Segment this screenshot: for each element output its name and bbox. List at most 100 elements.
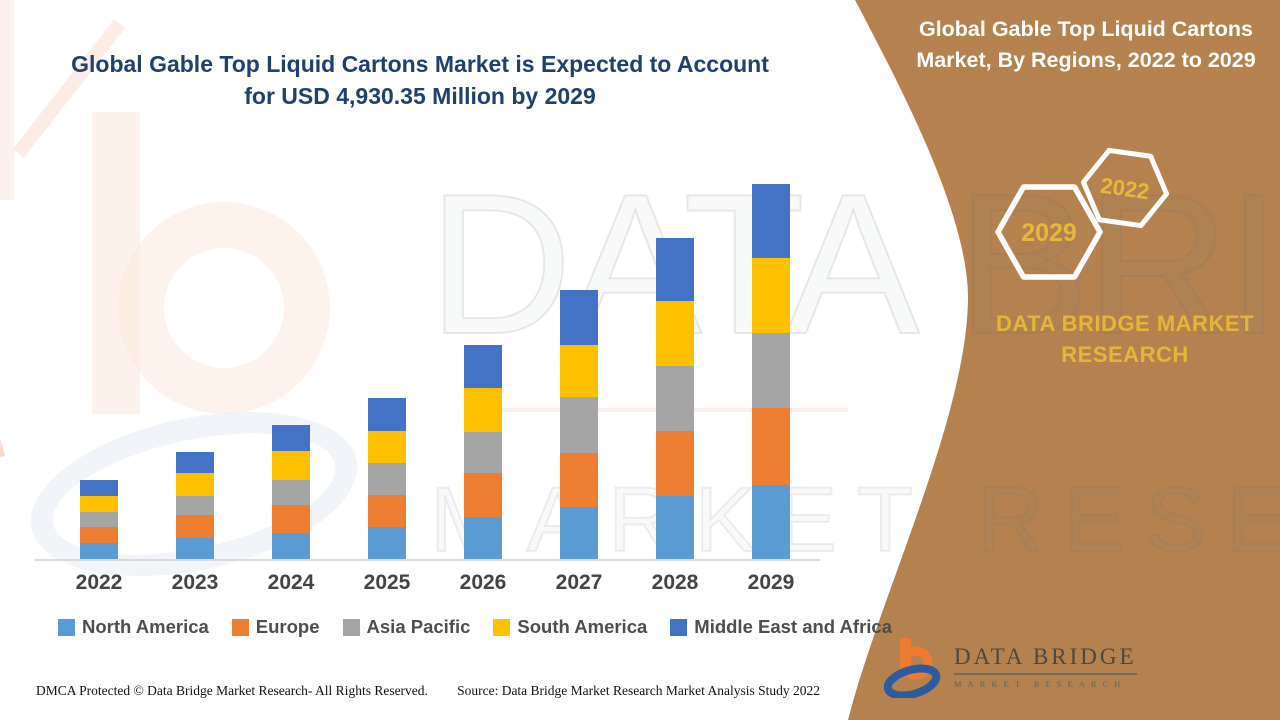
- bar-segment-2026-south-america: [464, 388, 502, 432]
- bar-segment-2027-south-america: [560, 345, 598, 397]
- bar-segment-2029-middle-east-and-africa: [752, 184, 790, 258]
- legend-label: South America: [517, 616, 648, 637]
- x-axis-label-2028: 2028: [651, 571, 699, 594]
- legend-swatch-icon: [493, 618, 511, 636]
- x-axis-label-2025: 2025: [363, 571, 411, 594]
- company-logo: DATA BRIDGE MARKET RESEARCH: [884, 636, 1137, 698]
- bar-segment-2024-europe: [272, 505, 310, 533]
- legend-label: Middle East and Africa: [694, 616, 892, 637]
- x-axis-label-2022: 2022: [75, 571, 123, 594]
- bar-segment-2028-asia-pacific: [656, 366, 694, 431]
- bar-segment-2024-middle-east-and-africa: [272, 425, 310, 451]
- bar-segment-2026-north-america: [464, 517, 502, 559]
- hexagon-2022-label: 2022: [1099, 173, 1151, 205]
- bar-segment-2029-south-america: [752, 258, 790, 333]
- x-axis-label-2029: 2029: [747, 571, 795, 594]
- logo-text: DATA BRIDGE MARKET RESEARCH: [954, 636, 1137, 689]
- bar-segment-2026-middle-east-and-africa: [464, 345, 502, 388]
- bar-segment-2029-asia-pacific: [752, 333, 790, 408]
- bar-segment-2023-europe: [176, 515, 214, 538]
- legend-item-middle-east-and-africa: Middle East and Africa: [670, 616, 892, 638]
- bar-segment-2028-europe: [656, 431, 694, 496]
- bar-column-2027: [531, 170, 627, 559]
- logo-emblem-icon: [884, 638, 941, 698]
- bar-segment-2022-asia-pacific: [80, 512, 118, 527]
- bar-segment-2022-europe: [80, 527, 118, 543]
- bar-segment-2024-north-america: [272, 533, 310, 559]
- bar-segment-2025-north-america: [368, 527, 406, 559]
- logo-name: DATA BRIDGE: [954, 644, 1137, 675]
- bar-segment-2024-asia-pacific: [272, 480, 310, 505]
- bar-segment-2027-asia-pacific: [560, 397, 598, 453]
- side-panel-title-line2: Market, By Regions, 2022 to 2029: [916, 48, 1256, 72]
- bar-segment-2025-middle-east-and-africa: [368, 398, 406, 431]
- bar-stack-2026: [464, 345, 502, 559]
- bar-segment-2026-asia-pacific: [464, 432, 502, 473]
- hexagon-2029-label: 2029: [1021, 219, 1077, 247]
- legend-item-north-america: North America: [58, 616, 209, 638]
- x-axis-labels: 2022 2023 2024 2025 2026 2027 2028 2029: [51, 571, 819, 595]
- hexagon-badges: 2029 2022: [995, 148, 1170, 280]
- bar-segment-2025-asia-pacific: [368, 463, 406, 495]
- bar-stack-2023: [176, 452, 214, 559]
- bar-column-2024: [243, 170, 339, 559]
- bar-segment-2022-north-america: [80, 543, 118, 559]
- bar-column-2029: [723, 170, 819, 559]
- bar-segment-2028-south-america: [656, 301, 694, 366]
- chart-title-line1: Global Gable Top Liquid Cartons Market i…: [71, 51, 769, 77]
- legend-swatch-icon: [342, 618, 360, 636]
- bar-segment-2029-north-america: [752, 485, 790, 559]
- legend-item-asia-pacific: Asia Pacific: [342, 616, 471, 638]
- chart-legend: North America Europe Asia Pacific South Ame…: [58, 616, 892, 638]
- brand-text-line1: DATA BRIDGE MARKET: [996, 311, 1254, 336]
- legend-swatch-icon: [58, 618, 75, 636]
- bar-segment-2025-europe: [368, 495, 406, 527]
- x-axis-label-2023: 2023: [171, 571, 219, 594]
- x-axis-label-2027: 2027: [555, 571, 603, 594]
- bar-segment-2023-middle-east-and-africa: [176, 452, 214, 473]
- legend-item-europe: Europe: [231, 616, 320, 638]
- bar-segment-2028-middle-east-and-africa: [656, 238, 694, 301]
- bar-segment-2023-south-america: [176, 473, 214, 496]
- footer-source-text: Source: Data Bridge Market Research Mark…: [457, 683, 820, 698]
- bar-segment-2027-north-america: [560, 507, 598, 559]
- bar-stack-2029: [752, 184, 790, 559]
- footer-dmca-text: DMCA Protected © Data Bridge Market Rese…: [36, 683, 428, 698]
- bar-segment-2027-middle-east-and-africa: [560, 290, 598, 345]
- bar-segment-2024-south-america: [272, 451, 310, 480]
- bar-segment-2022-south-america: [80, 496, 118, 512]
- bar-stack-2027: [560, 290, 598, 559]
- legend-label: Europe: [255, 616, 320, 637]
- brand-text-line2: RESEARCH: [1061, 342, 1189, 367]
- chart-title: Global Gable Top Liquid Cartons Market i…: [20, 48, 820, 112]
- bar-stack-2024: [272, 425, 310, 559]
- bar-segment-2023-asia-pacific: [176, 496, 214, 515]
- bar-column-2023: [147, 170, 243, 559]
- bar-stack-2022: [80, 480, 118, 559]
- bar-segment-2022-middle-east-and-africa: [80, 480, 118, 496]
- legend-item-south-america: South America: [493, 616, 647, 638]
- bar-segment-2023-north-america: [176, 538, 214, 559]
- footer: DMCA Protected © Data Bridge Market Rese…: [36, 683, 820, 699]
- chart-title-line2: for USD 4,930.35 Million by 2029: [244, 83, 596, 109]
- brand-text: DATA BRIDGE MARKET RESEARCH: [960, 308, 1280, 370]
- legend-label: North America: [82, 616, 209, 637]
- side-panel-title-line1: Global Gable Top Liquid Cartons: [918, 17, 1254, 41]
- bar-segment-2028-north-america: [656, 496, 694, 559]
- x-axis-line: [35, 559, 820, 561]
- x-axis-label-2026: 2026: [459, 571, 507, 594]
- bar-segment-2026-europe: [464, 473, 502, 517]
- x-axis-label-2024: 2024: [267, 571, 315, 594]
- side-panel-title: Global Gable Top Liquid Cartons Market, …: [900, 14, 1272, 76]
- bar-column-2022: [51, 170, 147, 559]
- legend-swatch-icon: [670, 618, 688, 636]
- bar-column-2028: [627, 170, 723, 559]
- stacked-bar-chart: [51, 170, 819, 559]
- legend-label: Asia Pacific: [366, 616, 471, 637]
- bar-segment-2029-europe: [752, 408, 790, 485]
- bar-stack-2025: [368, 398, 406, 559]
- bar-column-2025: [339, 170, 435, 559]
- logo-subtext: MARKET RESEARCH: [954, 679, 1127, 689]
- bar-stack-2028: [656, 238, 694, 559]
